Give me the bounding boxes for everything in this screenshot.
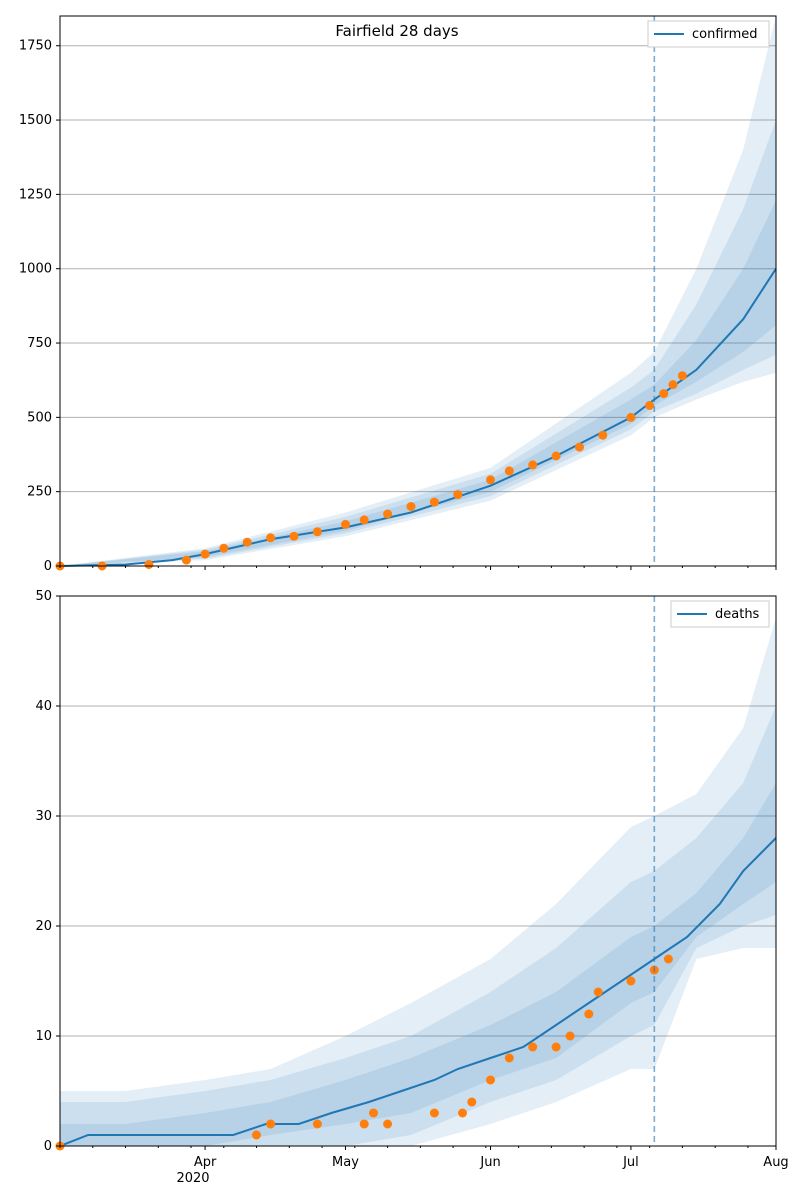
observed-point: [486, 475, 495, 485]
observed-point: [289, 531, 299, 541]
plot-frame: [59, 15, 777, 567]
uncertainty-band-1: [60, 618, 776, 1146]
observed-point: [565, 1031, 575, 1041]
observed-point: [504, 1053, 514, 1063]
y-tick-label: 1250: [19, 187, 52, 202]
x-tick-label: Jul: [622, 1155, 639, 1170]
y-tick-label: 10: [35, 1029, 52, 1044]
observed-point: [383, 509, 393, 519]
observed-point: [359, 1119, 369, 1129]
observed-point: [453, 490, 463, 500]
series-line-confirmed: [59, 268, 777, 567]
observed-point: [266, 533, 276, 543]
legend-box: [670, 600, 770, 628]
observed-point: [200, 549, 210, 559]
x-tick-label: Apr: [194, 1155, 217, 1170]
observed-point: [645, 401, 655, 410]
observed-point: [242, 537, 252, 547]
y-tick-label: 30: [35, 809, 52, 824]
observed-point: [383, 1119, 393, 1129]
observed-point: [144, 560, 154, 569]
y-tick-label: 20: [35, 919, 52, 934]
confirmed-chart-panel: Fairfield 28 days confirmed 0 250 500 750 10…: [19, 15, 777, 574]
observed-point: [429, 1108, 439, 1118]
observed-point: [312, 527, 322, 537]
observed-point: [406, 502, 416, 511]
x-tick-label: May: [332, 1155, 359, 1170]
y-tick-label: 750: [27, 336, 52, 351]
y-tick-label: 1500: [19, 113, 52, 128]
observed-point: [663, 954, 673, 964]
observed-point: [312, 1119, 322, 1129]
y-tick-label: 1000: [19, 262, 52, 277]
observed-point: [528, 1042, 538, 1052]
observed-point: [467, 1097, 477, 1107]
chart-title: Fairfield 28 days: [335, 22, 458, 40]
observed-point: [659, 389, 669, 399]
observed-point: [266, 1119, 276, 1129]
observed-point: [252, 1130, 261, 1140]
x-tick-label: Aug: [763, 1155, 788, 1170]
observed-point: [598, 430, 608, 440]
legend-label-deaths: deaths: [715, 607, 760, 622]
uncertainty-band-1: [60, 16, 776, 566]
observed-point: [626, 976, 636, 986]
observed-point: [584, 1009, 594, 1019]
observed-point: [626, 412, 636, 422]
y-tick-label: 0: [44, 559, 52, 574]
y-tick-label: 40: [35, 699, 52, 714]
y-tick-label: 0: [44, 1139, 52, 1154]
observed-point: [575, 442, 584, 452]
observed-point: [551, 451, 561, 461]
observed-point: [528, 460, 538, 470]
legend: deaths: [670, 600, 770, 628]
deaths-chart-panel: deaths 2020 0 10 20 30 40 50 Apr May Jun Jul Aug: [35, 589, 788, 1186]
legend: confirmed: [647, 20, 770, 48]
uncertainty-band-3: [60, 783, 776, 1146]
y-tick-label: 50: [35, 589, 52, 604]
observed-point: [219, 543, 229, 553]
observed-point: [504, 466, 514, 476]
observed-point: [181, 555, 191, 565]
observed-point: [429, 497, 439, 507]
observed-point: [677, 371, 687, 381]
observed-point: [486, 1075, 495, 1085]
x-axis-year-label: 2020: [176, 1171, 209, 1186]
y-tick-label: 500: [27, 410, 52, 425]
observed-point: [359, 515, 369, 525]
y-tick-label: 250: [27, 485, 52, 500]
observed-point: [341, 519, 350, 529]
observed-point: [668, 380, 678, 390]
y-tick-label: 1750: [19, 39, 52, 54]
observed-point: [551, 1042, 561, 1052]
plot-frame: [59, 595, 777, 1147]
uncertainty-band-2: [60, 706, 776, 1146]
observed-point: [458, 1108, 467, 1118]
x-tick-label: Jun: [479, 1155, 500, 1170]
observed-point: [369, 1108, 378, 1118]
legend-label-confirmed: confirmed: [692, 27, 758, 42]
observed-point: [593, 987, 603, 997]
